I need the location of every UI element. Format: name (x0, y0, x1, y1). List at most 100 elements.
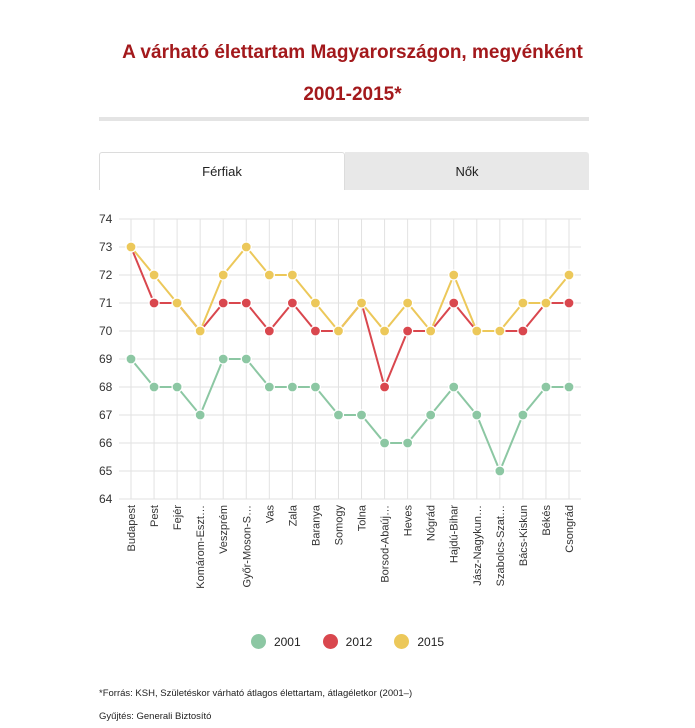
data-point-2001 (286, 381, 298, 393)
x-tick-label: Pest (149, 505, 161, 527)
legend-label-2012: 2012 (345, 634, 373, 649)
data-point-2001 (171, 381, 183, 393)
data-point-2001 (402, 437, 414, 449)
x-tick-label: Tolna (357, 504, 369, 531)
x-tick-label: Borsod-Abaúj… (380, 505, 392, 583)
data-point-2015 (540, 297, 552, 309)
data-point-2012 (148, 297, 160, 309)
y-tick-label: 71 (99, 296, 113, 310)
data-point-2001 (517, 409, 529, 421)
data-point-2001 (194, 409, 206, 421)
data-point-2001 (425, 409, 437, 421)
data-point-2015 (425, 325, 437, 337)
data-point-2015 (402, 297, 414, 309)
source-note: *Forrás: KSH, Születéskor várható átlago… (99, 688, 413, 699)
line-chart: 64 65 66 67 68 69 70 71 72 73 74 Budapest Pest Fejér K… (99, 212, 581, 589)
data-point-2001 (125, 353, 137, 365)
x-tick-label: Baranya (310, 504, 322, 546)
data-point-2015 (563, 269, 575, 281)
x-tick-label: Budapest (126, 505, 138, 551)
x-tick-label: Győr-Moson-S… (241, 505, 253, 588)
x-tick-label: Bács-Kiskun (518, 505, 530, 566)
data-point-2012 (217, 297, 229, 309)
data-point-2015 (217, 269, 229, 281)
data-point-2012 (240, 297, 252, 309)
x-tick-label: Somogy (333, 505, 345, 546)
data-point-2001 (448, 381, 460, 393)
x-tick-label: Szabolcs-Szat… (495, 505, 507, 586)
data-point-2001 (309, 381, 322, 393)
data-point-2001 (494, 465, 506, 477)
legend-label-2001: 2001 (273, 634, 301, 649)
y-tick-label: 73 (99, 240, 113, 254)
x-tick-label: Veszprém (218, 505, 230, 554)
data-point-2012 (286, 297, 298, 309)
legend-item-2012[interactable]: 2012 (322, 634, 373, 649)
legend-marker-2015 (394, 634, 410, 649)
series-line-2015 (130, 245, 570, 333)
data-point-2012 (309, 325, 322, 337)
x-tick-label: Hajdú-Bihar (449, 505, 461, 563)
data-point-2012 (378, 381, 391, 393)
data-point-2015 (194, 325, 206, 337)
data-point-2001 (217, 353, 229, 365)
data-point-2001 (471, 409, 483, 421)
series-line-2001 (130, 358, 569, 474)
y-tick-label: 70 (99, 324, 113, 338)
x-tick-label: Békés (541, 505, 553, 536)
y-tick-label: 66 (99, 436, 113, 450)
chart-subtitle: 2001-2015* (303, 84, 402, 105)
x-tick-label: Komárom-Eszt… (195, 505, 207, 589)
data-point-2015 (332, 325, 345, 337)
data-point-2001 (148, 381, 160, 393)
data-point-2015 (263, 269, 275, 281)
title-divider (99, 117, 589, 121)
data-point-2015 (286, 269, 298, 281)
x-tick-label: Nógrád (426, 505, 438, 541)
data-point-2015 (148, 269, 160, 281)
legend-item-2001[interactable]: 2001 (250, 634, 301, 649)
gender-tabs: Férfiak Nők (99, 152, 589, 190)
y-tick-label: 64 (99, 492, 113, 506)
x-tick-label: Zala (287, 504, 299, 526)
data-point-2015 (471, 325, 483, 337)
data-point-2015 (448, 269, 460, 281)
tab-nok[interactable]: Nők (345, 152, 589, 190)
data-point-2015 (125, 241, 137, 253)
data-point-2001 (540, 381, 552, 393)
x-tick-label: Vas (264, 505, 276, 524)
legend-label-2015: 2015 (417, 634, 445, 649)
data-point-2001 (332, 409, 345, 421)
y-tick-label: 65 (99, 464, 113, 478)
x-tick-label: Heves (403, 505, 415, 537)
data-point-2001 (355, 409, 368, 421)
y-tick-label: 74 (99, 212, 113, 226)
data-point-2015 (309, 297, 322, 309)
x-tick-label: Csongrád (564, 505, 576, 553)
data-point-2015 (240, 241, 252, 253)
legend-marker-2001 (250, 634, 266, 649)
x-tick-label: Fejér (172, 505, 184, 530)
data-point-2012 (402, 325, 414, 337)
legend: 2001 2012 2015 (0, 634, 695, 649)
x-tick-label: Jász-Nagykun… (472, 505, 484, 586)
data-point-2015 (494, 325, 506, 337)
data-point-2012 (263, 325, 275, 337)
data-point-2015 (355, 297, 368, 309)
y-tick-label: 72 (99, 268, 113, 282)
data-point-2001 (240, 353, 252, 365)
data-point-2001 (263, 381, 275, 393)
y-tick-label: 68 (99, 380, 113, 394)
data-point-2012 (448, 297, 460, 309)
chart-title: A várható élettartam Magyarországon, meg… (122, 42, 583, 63)
tab-ferfiak[interactable]: Férfiak (99, 152, 345, 190)
y-tick-label: 67 (99, 408, 113, 422)
data-point-2015 (378, 325, 391, 337)
legend-item-2015[interactable]: 2015 (394, 634, 444, 649)
y-tick-label: 69 (99, 352, 113, 366)
data-point-2012 (563, 297, 575, 309)
collection-note: Gyűjtés: Generali Biztosító (99, 711, 212, 722)
data-point-2015 (517, 297, 529, 309)
legend-marker-2012 (322, 634, 338, 649)
data-point-2015 (171, 297, 183, 309)
